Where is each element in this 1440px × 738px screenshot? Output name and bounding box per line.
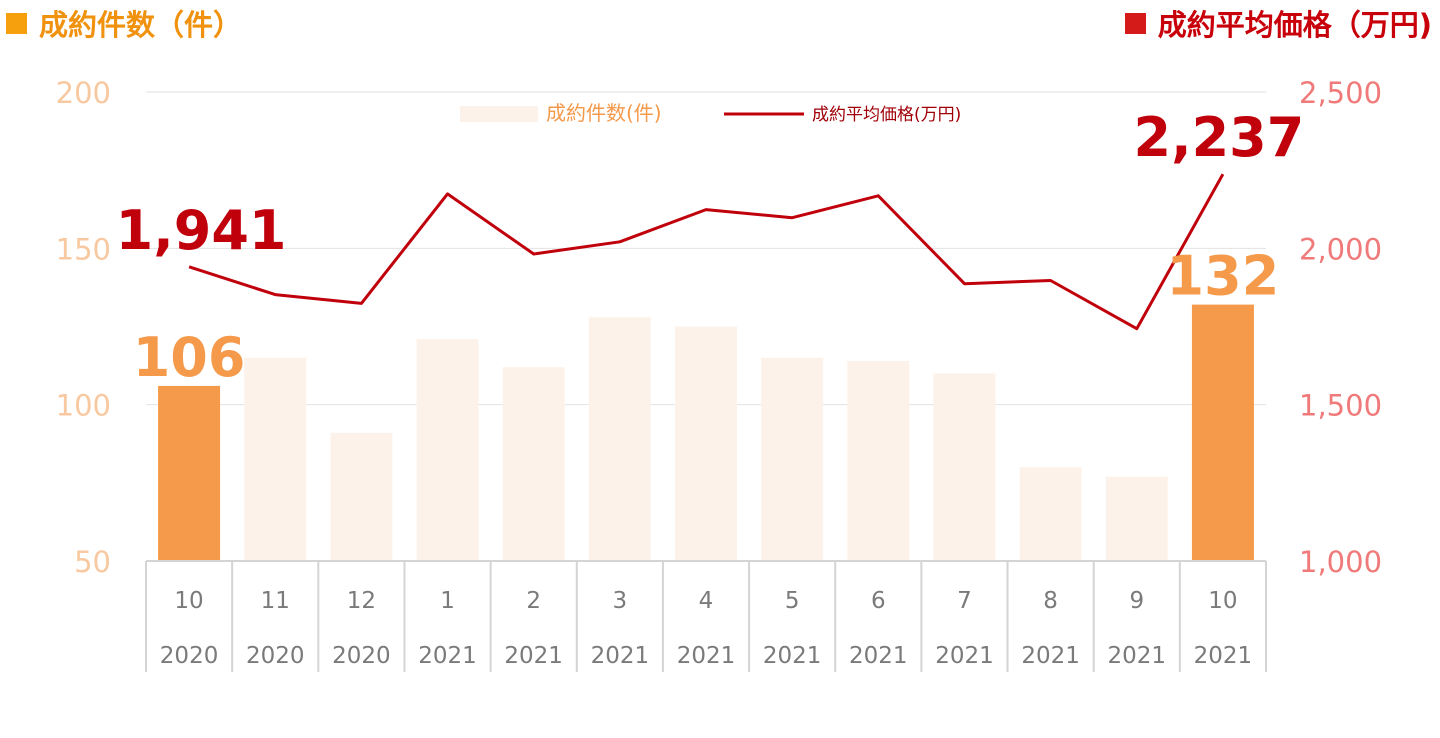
- bar: [158, 385, 221, 561]
- legend: 成約件数(件) 成約平均価格(万円): [460, 101, 961, 125]
- left-axis-title: 成約件数（件）: [6, 2, 242, 44]
- category-year-label: 2021: [935, 643, 994, 669]
- bar: [1019, 467, 1082, 561]
- right-title-text: 成約平均価格（万円): [1157, 8, 1432, 42]
- left-axis-tick-label: 50: [74, 545, 111, 579]
- category-year-label: 2021: [849, 643, 908, 669]
- right-axis-tick-label: 2,500: [1299, 76, 1382, 110]
- right-title-square-icon: [1124, 12, 1146, 34]
- left-axis-tick-label: 100: [56, 389, 111, 423]
- category-month-label: 10: [174, 588, 203, 614]
- right-axis-tick-label: 1,000: [1299, 545, 1382, 579]
- right-axis-tick-label: 2,000: [1299, 232, 1382, 266]
- category-month-label: 7: [957, 588, 972, 614]
- right-axis-tick-label: 1,500: [1299, 389, 1382, 423]
- category-year-label: 2020: [160, 643, 219, 669]
- price-line: [188, 173, 1225, 331]
- left-title-square-icon: [6, 12, 27, 34]
- category-month-label: 10: [1208, 588, 1237, 614]
- category-year-label: 2020: [332, 643, 391, 669]
- axes: 50 100 150 200 1,000 1,500 2,000 2,500: [56, 76, 1382, 579]
- category-month-label: 11: [261, 588, 290, 614]
- left-title-text: 成約件数（件）: [39, 8, 243, 42]
- bar: [416, 339, 479, 561]
- bar: [933, 373, 996, 561]
- bar: [1105, 476, 1168, 561]
- category-month-label: 1: [440, 588, 455, 614]
- left-axis-tick-label: 150: [56, 232, 111, 266]
- right-axis-title: 成約平均価格（万円): [1124, 2, 1432, 44]
- category-year-label: 2021: [1194, 643, 1253, 669]
- category-year-label: 2021: [677, 643, 736, 669]
- category-month-label: 9: [1129, 588, 1144, 614]
- bar: [330, 432, 393, 561]
- left-axis-tick-label: 200: [56, 76, 111, 110]
- category-month-label: 5: [785, 588, 800, 614]
- category-year-label: 2021: [591, 643, 650, 669]
- legend-bar-swatch: [460, 106, 538, 122]
- category-year-label: 2020: [246, 643, 305, 669]
- category-month-label: 6: [871, 588, 886, 614]
- category-year-label: 2021: [763, 643, 822, 669]
- line-data-label: 1,941: [116, 199, 287, 262]
- bar-series: [158, 304, 1254, 561]
- bar-data-label: 132: [1167, 245, 1280, 308]
- bar: [588, 317, 651, 561]
- bar: [502, 367, 565, 561]
- bar: [675, 326, 737, 561]
- line-series: [188, 173, 1225, 331]
- bar: [244, 357, 307, 561]
- category-year-label: 2021: [418, 643, 477, 669]
- category-year-label: 2021: [504, 643, 563, 669]
- category-year-label: 2021: [1107, 643, 1166, 669]
- bar: [761, 357, 824, 561]
- legend-bar-label: 成約件数(件): [546, 101, 662, 125]
- category-month-label: 2: [526, 588, 541, 614]
- bar: [1191, 304, 1254, 561]
- category-year-label: 2021: [1021, 643, 1080, 669]
- category-month-label: 3: [613, 588, 628, 614]
- category-month-label: 4: [699, 588, 714, 614]
- line-data-label: 2,237: [1134, 106, 1305, 169]
- category-month-label: 12: [347, 588, 376, 614]
- bar-data-label: 106: [133, 326, 246, 389]
- bar: [847, 360, 910, 561]
- data-labels: 106 132 1,941 2,237: [116, 106, 1305, 389]
- legend-line-label: 成約平均価格(万円): [812, 105, 961, 125]
- category-month-label: 8: [1043, 588, 1058, 614]
- category-axis: 10 2020 11 2020 12 2020 1 2021 2 2021 3 2021 4 2021 5 2…: [145, 560, 1267, 672]
